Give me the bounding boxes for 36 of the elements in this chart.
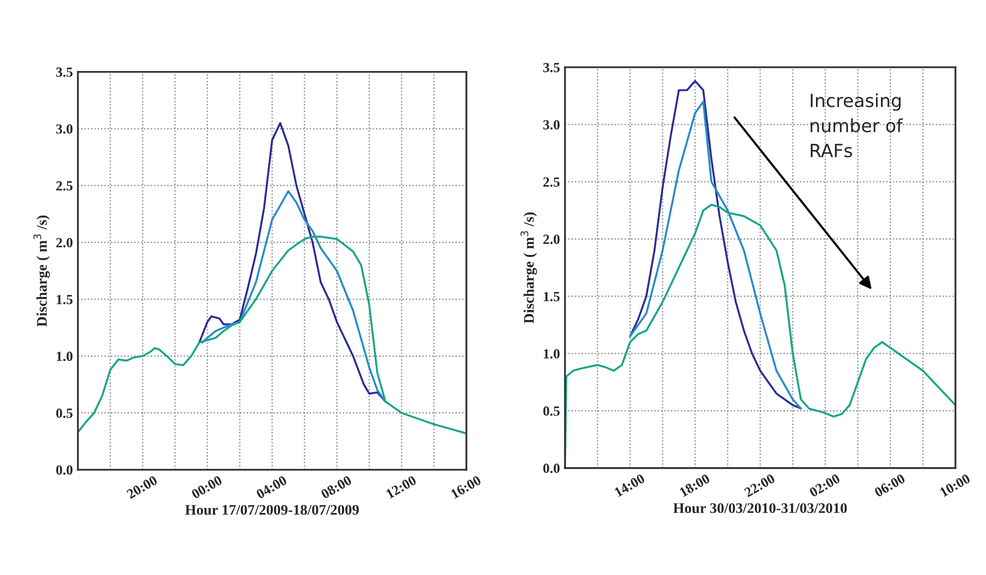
y-tick-label: 0.0 bbox=[56, 465, 73, 475]
x-tick-label: 16:00 bbox=[450, 475, 482, 499]
x-tick-label: 18:00 bbox=[679, 474, 710, 498]
y-tick-label: 3.0 bbox=[56, 124, 73, 134]
y-tick-label: 3.5 bbox=[543, 62, 560, 72]
y-tick-label: 1.5 bbox=[56, 294, 73, 304]
y-tick-label: 1.5 bbox=[544, 292, 560, 302]
x-tick-label: 12:00 bbox=[386, 475, 417, 499]
y-tick-label: 2.5 bbox=[56, 181, 73, 191]
x-tick-label: 08:00 bbox=[320, 475, 352, 500]
y-tick-label: 0.5 bbox=[56, 408, 73, 418]
y-tick-label: 3.0 bbox=[543, 120, 560, 130]
annotation: Increasing number of RAFs bbox=[810, 93, 903, 158]
line-series bbox=[201, 190, 386, 403]
x-tick-label: 06:00 bbox=[874, 474, 906, 498]
y-axis-title: Discharge ( m$^{3}$ /s) bbox=[520, 212, 537, 324]
x-tick-label: 14:00 bbox=[614, 474, 646, 498]
y-axis-title: Discharge ( m$^{3}$ /s) bbox=[33, 216, 50, 327]
x-tick-label: 10:00 bbox=[939, 474, 971, 498]
x-tick-label: 00:00 bbox=[190, 475, 223, 500]
x-tick-label: 02:00 bbox=[808, 474, 841, 498]
x-tick-label: 20:00 bbox=[126, 475, 158, 500]
y-tick-label: 2.5 bbox=[543, 177, 560, 187]
y-tick-label: 0.5 bbox=[543, 406, 560, 416]
y-tick-label: 1.0 bbox=[544, 349, 560, 359]
y-tick-label: 0.0 bbox=[543, 464, 560, 474]
y-tick-label: 2.0 bbox=[56, 238, 73, 248]
y-tick-label: 3.5 bbox=[56, 67, 73, 77]
x-tick-label: 04:00 bbox=[256, 475, 288, 500]
y-tick-label: 2.0 bbox=[543, 234, 560, 244]
x-tick-label: 22:00 bbox=[744, 474, 776, 498]
x-axis-title: Hour 30/03/2010-31/03/2010 bbox=[673, 503, 847, 514]
line-series bbox=[198, 122, 386, 403]
y-tick-label: 1.0 bbox=[56, 352, 73, 362]
x-axis-title: Hour 17/07/2009-18/07/2009 bbox=[185, 504, 359, 515]
line-series bbox=[78, 236, 466, 434]
